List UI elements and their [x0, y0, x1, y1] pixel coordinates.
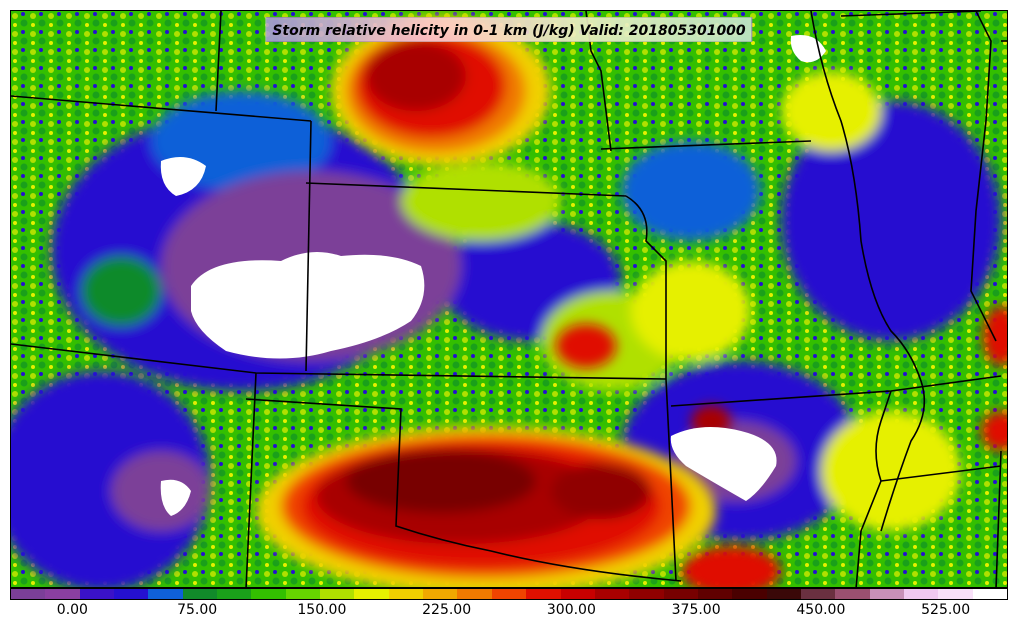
field-high-values [256, 16, 1007, 587]
colorbar-swatch [457, 589, 492, 599]
map-title: Storm relative helicity in 0-1 km (J/kg)… [265, 17, 753, 42]
colorbar-tick-label: 375.00 [671, 602, 721, 618]
colorbar-tick-label: 75.00 [177, 602, 218, 618]
colorbar-swatch [972, 589, 1007, 599]
colorbar-swatch [663, 589, 698, 599]
colorbar-swatch [11, 589, 46, 599]
colorbar-swatch [869, 589, 904, 599]
colorbar-swatch [766, 589, 801, 599]
colorbar-swatch [148, 589, 183, 599]
colorbar-tick-label: 0.00 [56, 602, 88, 618]
state-boundaries [11, 11, 1007, 587]
colorbar-labels: 0.00 75.00 150.00 225.00 300.00 375.00 450.00 5… [10, 602, 1008, 624]
colorbar-swatch [903, 589, 939, 599]
colorbar-swatch [526, 589, 561, 599]
colorbar-swatch [182, 589, 218, 599]
colorbar-swatch [217, 589, 252, 599]
map-canvas [11, 11, 1007, 587]
colorbar-swatch [45, 589, 80, 599]
colorbar-swatch [594, 589, 630, 599]
colorbar-swatch [114, 589, 149, 599]
colorbar-swatch [800, 589, 836, 599]
colorbar-tick-label: 525.00 [921, 602, 971, 618]
colorbar-swatch [423, 589, 458, 599]
colorbar [10, 588, 1008, 600]
colorbar-swatch [320, 589, 355, 599]
colorbar-swatch [491, 589, 527, 599]
helicity-map: Storm relative helicity in 0-1 km (J/kg)… [10, 10, 1008, 588]
colorbar-swatch [285, 589, 321, 599]
colorbar-swatch [732, 589, 767, 599]
colorbar-tick-label: 150.00 [297, 602, 347, 618]
colorbar-swatch [697, 589, 733, 599]
colorbar-swatch [79, 589, 115, 599]
colorbar-tick-label: 450.00 [796, 602, 846, 618]
colorbar-tick-label: 225.00 [422, 602, 472, 618]
colorbar-swatch [388, 589, 424, 599]
colorbar-swatch [354, 589, 389, 599]
colorbar-swatch [560, 589, 595, 599]
colorbar-swatch [251, 589, 286, 599]
map-title-text: Storm relative helicity in 0-1 km (J/kg)… [272, 23, 746, 39]
colorbar-swatch [629, 589, 664, 599]
colorbar-swatch [835, 589, 870, 599]
colorbar-tick-label: 300.00 [546, 602, 596, 618]
colorbar-swatch [938, 589, 973, 599]
